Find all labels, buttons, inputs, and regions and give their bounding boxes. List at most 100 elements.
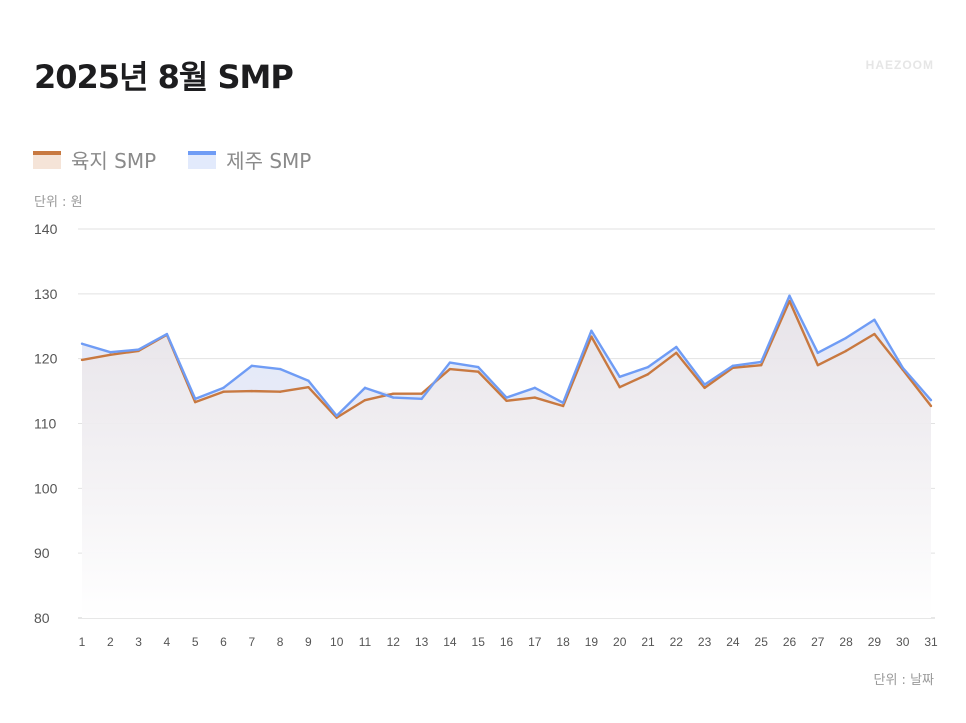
- x-tick-label: 4: [164, 635, 171, 649]
- jeju-data-point: [137, 348, 140, 351]
- jeju-data-point: [335, 414, 338, 417]
- land-data-point: [392, 392, 395, 395]
- land-data-point: [816, 363, 819, 367]
- x-tick-label: 25: [755, 635, 769, 649]
- legend-label-land: 육지 SMP: [71, 149, 157, 173]
- land-data-point: [788, 299, 791, 303]
- land-data-point: [505, 399, 508, 403]
- y-tick-label: 80: [34, 610, 50, 626]
- land-data-point: [646, 373, 650, 376]
- x-tick-label: 17: [528, 635, 542, 649]
- land-data-point: [194, 400, 197, 404]
- land-data-point: [477, 370, 480, 373]
- x-tick-label: 21: [641, 635, 655, 649]
- land-data-point: [675, 351, 678, 355]
- jeju-data-point: [307, 379, 310, 382]
- page-title: 2025년 8월 SMP: [34, 58, 294, 96]
- x-tick-label: 20: [613, 635, 627, 649]
- x-tick-label: 18: [556, 635, 570, 649]
- legend-swatch-land: [33, 150, 61, 169]
- land-data-point: [335, 416, 338, 419]
- x-tick-label: 5: [192, 635, 199, 649]
- land-data-point: [590, 335, 593, 338]
- x-tick-label: 8: [277, 635, 284, 649]
- land-data-point: [80, 358, 84, 362]
- land-data-point: [420, 392, 423, 395]
- land-data-point: [703, 386, 706, 390]
- x-tick-label: 16: [500, 635, 514, 649]
- legend-item-land[interactable]: 육지 SMP: [33, 145, 156, 174]
- jeju-area-band: [82, 295, 931, 418]
- x-tick-label: 28: [839, 635, 853, 649]
- y-axis-unit: 단위 : 원: [34, 195, 83, 210]
- jeju-data-point: [420, 397, 423, 401]
- x-tick-label: 14: [443, 635, 457, 649]
- x-tick-label: 11: [359, 635, 372, 649]
- x-tick-label: 15: [472, 635, 486, 649]
- jeju-data-point: [590, 329, 593, 332]
- x-tick-label: 31: [924, 635, 938, 649]
- land-data-point: [250, 389, 253, 393]
- jeju-data-point: [533, 386, 536, 390]
- land-data-point: [222, 390, 225, 393]
- chart-legend: 육지 SMP 제주 SMP: [33, 145, 311, 174]
- land-data-point: [278, 390, 282, 393]
- legend-item-jeju[interactable]: 제주 SMP: [188, 145, 311, 174]
- land-data-point: [448, 367, 452, 371]
- jeju-data-point: [278, 367, 282, 371]
- jeju-data-point: [760, 360, 763, 364]
- x-tick-label: 7: [248, 635, 255, 649]
- x-tick-label: 2: [107, 635, 114, 649]
- x-tick-label: 29: [868, 635, 882, 649]
- land-data-point: [363, 398, 367, 402]
- y-tick-label: 130: [34, 286, 58, 302]
- x-axis-unit: 단위 : 날짜: [873, 673, 935, 688]
- y-tick-label: 120: [34, 351, 58, 367]
- jeju-data-point: [109, 350, 112, 354]
- legend-swatch-jeju: [188, 150, 217, 169]
- x-tick-label: 23: [698, 635, 712, 649]
- land-data-point: [844, 349, 848, 353]
- land-data-point: [561, 404, 565, 408]
- legend-label-jeju: 제주 SMP: [226, 149, 312, 173]
- jeju-data-point: [194, 397, 197, 401]
- jeju-data-point: [816, 351, 819, 355]
- x-tick-label: 19: [585, 635, 599, 649]
- x-tick-label: 6: [220, 635, 227, 649]
- jeju-data-point: [250, 364, 253, 367]
- x-tick-label: 30: [896, 635, 910, 649]
- land-data-point: [929, 404, 933, 408]
- x-tick-label: 12: [387, 635, 401, 649]
- x-tick-label: 22: [670, 635, 684, 649]
- jeju-data-point: [363, 386, 367, 390]
- jeju-data-point: [675, 345, 678, 349]
- jeju-data-point: [165, 332, 169, 336]
- x-tick-label: 1: [79, 635, 86, 649]
- land-data-point: [307, 385, 310, 389]
- land-data-point: [618, 385, 621, 389]
- jeju-data-point: [731, 364, 735, 367]
- land-data-point: [873, 332, 876, 336]
- x-tick-label: 9: [305, 635, 312, 649]
- land-data-point: [109, 353, 112, 356]
- x-tick-label: 24: [726, 635, 740, 649]
- jeju-data-point: [618, 375, 621, 379]
- y-tick-label: 90: [34, 545, 50, 561]
- jeju-data-point: [80, 342, 84, 345]
- jeju-data-point: [788, 294, 791, 297]
- x-tick-label: 13: [415, 635, 429, 649]
- y-tick-label: 100: [34, 480, 58, 496]
- area-fill: [82, 295, 931, 618]
- jeju-data-point: [477, 365, 480, 369]
- x-tick-label: 27: [811, 635, 825, 649]
- y-tick-label: 140: [34, 221, 58, 237]
- y-tick-label: 110: [34, 416, 57, 432]
- jeju-data-point: [901, 366, 904, 369]
- jeju-data-point: [703, 383, 706, 386]
- haezoom-logo: HAEZOOM: [865, 58, 934, 72]
- land-data-point: [760, 363, 763, 367]
- jeju-data-point: [505, 396, 508, 399]
- jeju-data-point: [222, 386, 225, 390]
- x-tick-label: 3: [135, 635, 142, 649]
